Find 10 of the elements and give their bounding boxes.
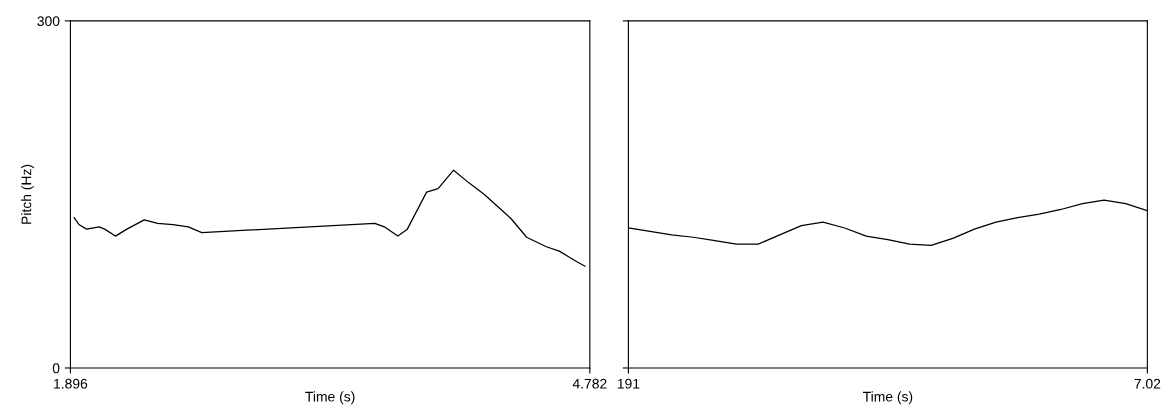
x-tick-label: 1.896 — [54, 378, 88, 389]
line-series — [73, 169, 586, 267]
x-axis-title: Time (s) — [305, 391, 355, 405]
x-tick-label: 4.782 — [572, 378, 607, 389]
y-tick-label: 300 — [37, 16, 60, 27]
x-tick-label: 191 — [617, 378, 640, 389]
y-tick-label: 0 — [52, 363, 60, 374]
x-axis-title: Time (s) — [863, 391, 913, 405]
x-tick-label: 7.02 — [1134, 378, 1161, 389]
y-axis-title: Pitch (Hz) — [21, 164, 35, 224]
